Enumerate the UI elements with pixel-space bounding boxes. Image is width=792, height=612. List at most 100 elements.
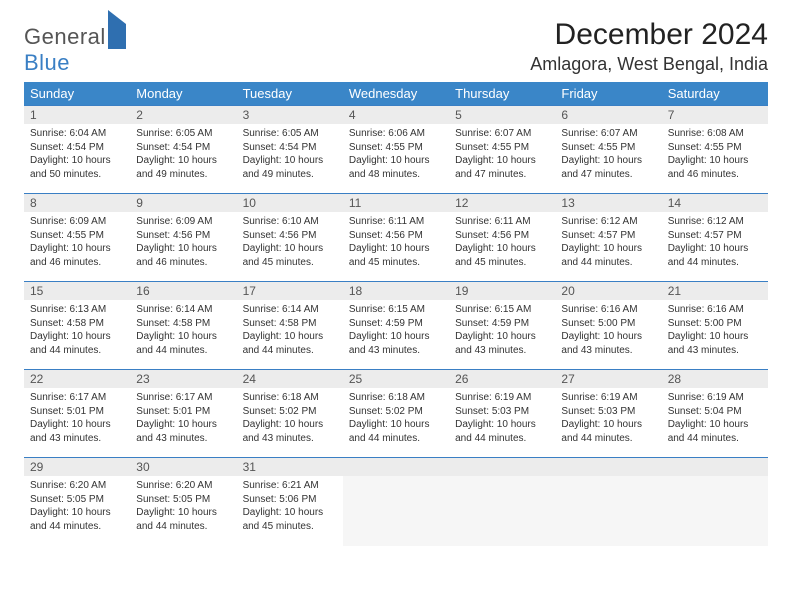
day-number: 24 <box>237 370 343 388</box>
sunset-line: Sunset: 5:06 PM <box>243 493 337 507</box>
sunrise-line: Sunrise: 6:14 AM <box>136 303 230 317</box>
daylight-line: Daylight: 10 hours and 43 minutes. <box>561 330 655 357</box>
calendar-cell: 2Sunrise: 6:05 AMSunset: 4:54 PMDaylight… <box>130 106 236 194</box>
sunset-line: Sunset: 4:55 PM <box>561 141 655 155</box>
sunrise-line: Sunrise: 6:13 AM <box>30 303 124 317</box>
weekday-header: Thursday <box>449 82 555 106</box>
day-number: 1 <box>24 106 130 124</box>
daylight-line: Daylight: 10 hours and 45 minutes. <box>349 242 443 269</box>
brand-part2: Blue <box>24 50 70 75</box>
sunrise-line: Sunrise: 6:17 AM <box>136 391 230 405</box>
day-body: Sunrise: 6:07 AMSunset: 4:55 PMDaylight:… <box>555 124 661 185</box>
calendar-cell: 10Sunrise: 6:10 AMSunset: 4:56 PMDayligh… <box>237 194 343 282</box>
calendar-cell <box>449 458 555 546</box>
day-number: 10 <box>237 194 343 212</box>
daylight-line: Daylight: 10 hours and 45 minutes. <box>243 506 337 533</box>
brand-text: General Blue <box>24 24 126 76</box>
day-body: Sunrise: 6:07 AMSunset: 4:55 PMDaylight:… <box>449 124 555 185</box>
sunrise-line: Sunrise: 6:07 AM <box>561 127 655 141</box>
day-body: Sunrise: 6:18 AMSunset: 5:02 PMDaylight:… <box>343 388 449 449</box>
day-body: Sunrise: 6:17 AMSunset: 5:01 PMDaylight:… <box>24 388 130 449</box>
sunset-line: Sunset: 5:01 PM <box>136 405 230 419</box>
daylight-line: Daylight: 10 hours and 43 minutes. <box>349 330 443 357</box>
day-body: Sunrise: 6:20 AMSunset: 5:05 PMDaylight:… <box>130 476 236 537</box>
sunset-line: Sunset: 4:56 PM <box>349 229 443 243</box>
weekday-header: Friday <box>555 82 661 106</box>
sunset-line: Sunset: 4:58 PM <box>30 317 124 331</box>
calendar-cell: 30Sunrise: 6:20 AMSunset: 5:05 PMDayligh… <box>130 458 236 546</box>
empty-daynum <box>662 458 768 476</box>
sunset-line: Sunset: 5:02 PM <box>243 405 337 419</box>
sunrise-line: Sunrise: 6:09 AM <box>136 215 230 229</box>
sunrise-line: Sunrise: 6:14 AM <box>243 303 337 317</box>
calendar-cell: 23Sunrise: 6:17 AMSunset: 5:01 PMDayligh… <box>130 370 236 458</box>
sunset-line: Sunset: 4:55 PM <box>349 141 443 155</box>
daylight-line: Daylight: 10 hours and 44 minutes. <box>455 418 549 445</box>
sunrise-line: Sunrise: 6:10 AM <box>243 215 337 229</box>
day-body: Sunrise: 6:09 AMSunset: 4:55 PMDaylight:… <box>24 212 130 273</box>
sunrise-line: Sunrise: 6:05 AM <box>243 127 337 141</box>
daylight-line: Daylight: 10 hours and 45 minutes. <box>243 242 337 269</box>
sunset-line: Sunset: 4:59 PM <box>349 317 443 331</box>
sunset-line: Sunset: 5:00 PM <box>668 317 762 331</box>
daylight-line: Daylight: 10 hours and 48 minutes. <box>349 154 443 181</box>
day-body: Sunrise: 6:12 AMSunset: 4:57 PMDaylight:… <box>662 212 768 273</box>
weekday-header: Saturday <box>662 82 768 106</box>
calendar-cell: 31Sunrise: 6:21 AMSunset: 5:06 PMDayligh… <box>237 458 343 546</box>
calendar-cell: 19Sunrise: 6:15 AMSunset: 4:59 PMDayligh… <box>449 282 555 370</box>
day-number: 8 <box>24 194 130 212</box>
sunrise-line: Sunrise: 6:16 AM <box>668 303 762 317</box>
daylight-line: Daylight: 10 hours and 43 minutes. <box>136 418 230 445</box>
day-body: Sunrise: 6:11 AMSunset: 4:56 PMDaylight:… <box>449 212 555 273</box>
calendar-cell: 27Sunrise: 6:19 AMSunset: 5:03 PMDayligh… <box>555 370 661 458</box>
calendar-cell: 14Sunrise: 6:12 AMSunset: 4:57 PMDayligh… <box>662 194 768 282</box>
sunset-line: Sunset: 4:55 PM <box>30 229 124 243</box>
day-body: Sunrise: 6:18 AMSunset: 5:02 PMDaylight:… <box>237 388 343 449</box>
calendar-body: 1Sunrise: 6:04 AMSunset: 4:54 PMDaylight… <box>24 106 768 546</box>
daylight-line: Daylight: 10 hours and 49 minutes. <box>243 154 337 181</box>
sunrise-line: Sunrise: 6:11 AM <box>349 215 443 229</box>
daylight-line: Daylight: 10 hours and 47 minutes. <box>455 154 549 181</box>
calendar-cell: 24Sunrise: 6:18 AMSunset: 5:02 PMDayligh… <box>237 370 343 458</box>
day-number: 7 <box>662 106 768 124</box>
sunrise-line: Sunrise: 6:11 AM <box>455 215 549 229</box>
sunrise-line: Sunrise: 6:18 AM <box>349 391 443 405</box>
day-body: Sunrise: 6:15 AMSunset: 4:59 PMDaylight:… <box>449 300 555 361</box>
daylight-line: Daylight: 10 hours and 43 minutes. <box>243 418 337 445</box>
day-body: Sunrise: 6:19 AMSunset: 5:03 PMDaylight:… <box>555 388 661 449</box>
sunset-line: Sunset: 4:56 PM <box>243 229 337 243</box>
calendar-cell: 25Sunrise: 6:18 AMSunset: 5:02 PMDayligh… <box>343 370 449 458</box>
weekday-header: Sunday <box>24 82 130 106</box>
weekday-header: Wednesday <box>343 82 449 106</box>
daylight-line: Daylight: 10 hours and 46 minutes. <box>136 242 230 269</box>
weekday-header: Tuesday <box>237 82 343 106</box>
calendar-cell: 8Sunrise: 6:09 AMSunset: 4:55 PMDaylight… <box>24 194 130 282</box>
empty-daynum <box>555 458 661 476</box>
month-title: December 2024 <box>530 18 768 52</box>
day-body: Sunrise: 6:16 AMSunset: 5:00 PMDaylight:… <box>555 300 661 361</box>
calendar-cell <box>555 458 661 546</box>
day-body: Sunrise: 6:10 AMSunset: 4:56 PMDaylight:… <box>237 212 343 273</box>
day-number: 16 <box>130 282 236 300</box>
day-number: 9 <box>130 194 236 212</box>
day-body: Sunrise: 6:17 AMSunset: 5:01 PMDaylight:… <box>130 388 236 449</box>
daylight-line: Daylight: 10 hours and 44 minutes. <box>349 418 443 445</box>
day-number: 20 <box>555 282 661 300</box>
sunrise-line: Sunrise: 6:09 AM <box>30 215 124 229</box>
daylight-line: Daylight: 10 hours and 46 minutes. <box>668 154 762 181</box>
empty-daynum <box>449 458 555 476</box>
calendar-cell <box>343 458 449 546</box>
calendar-cell: 18Sunrise: 6:15 AMSunset: 4:59 PMDayligh… <box>343 282 449 370</box>
day-number: 3 <box>237 106 343 124</box>
empty-daybody <box>555 476 661 546</box>
daylight-line: Daylight: 10 hours and 50 minutes. <box>30 154 124 181</box>
sunrise-line: Sunrise: 6:07 AM <box>455 127 549 141</box>
sunrise-line: Sunrise: 6:06 AM <box>349 127 443 141</box>
sunrise-line: Sunrise: 6:18 AM <box>243 391 337 405</box>
calendar-cell: 5Sunrise: 6:07 AMSunset: 4:55 PMDaylight… <box>449 106 555 194</box>
day-number: 22 <box>24 370 130 388</box>
day-number: 5 <box>449 106 555 124</box>
day-body: Sunrise: 6:14 AMSunset: 4:58 PMDaylight:… <box>130 300 236 361</box>
day-body: Sunrise: 6:08 AMSunset: 4:55 PMDaylight:… <box>662 124 768 185</box>
calendar-cell: 6Sunrise: 6:07 AMSunset: 4:55 PMDaylight… <box>555 106 661 194</box>
